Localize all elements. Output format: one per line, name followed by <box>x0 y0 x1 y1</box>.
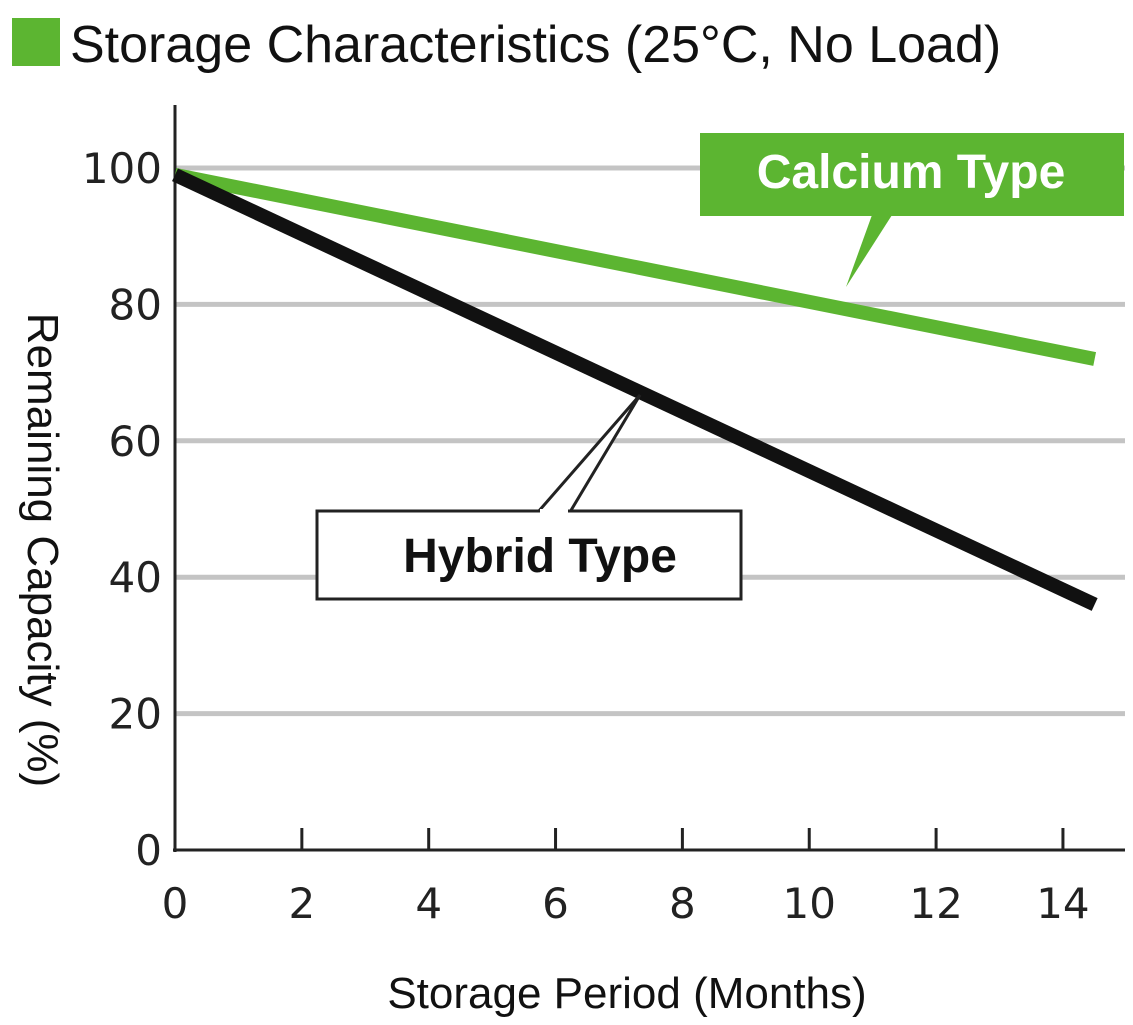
series-line-hybrid-type <box>172 168 1098 611</box>
x-tick-label-8: 8 <box>669 879 696 928</box>
hybrid-callout-label: Hybrid Type <box>403 530 677 583</box>
series-line-calcium-type <box>173 167 1097 366</box>
chart-title: Storage Characteristics (25°C, No Load) <box>70 16 1001 74</box>
y-tick-label-60: 60 <box>109 417 162 466</box>
tick-labels: 0 2 4 6 8 10 12 14 0 20 40 60 80 100 <box>82 144 1090 928</box>
hybrid-callout: Hybrid Type <box>315 394 743 601</box>
y-tick-label-20: 20 <box>109 690 162 739</box>
calcium-callout-label: Calcium Type <box>757 146 1066 199</box>
x-tick-label-2: 2 <box>288 879 315 928</box>
x-tick-label-4: 4 <box>415 879 442 928</box>
y-tick-label-0: 0 <box>135 826 162 875</box>
hybrid-callout-pointer <box>534 394 642 514</box>
y-tick-label-80: 80 <box>109 280 162 329</box>
x-tick-label-6: 6 <box>542 879 569 928</box>
y-axis-label: Remaining Capacity (%) <box>18 313 67 787</box>
y-tick-label-100: 100 <box>82 144 162 193</box>
calcium-callout-box <box>700 133 1124 216</box>
calcium-callout: Calcium Type <box>700 133 1124 287</box>
x-tick-label-12: 12 <box>909 879 962 928</box>
grid-lines <box>175 165 1125 717</box>
hybrid-callout-box <box>315 509 743 601</box>
x-tick-label-0: 0 <box>162 879 189 928</box>
title-marker <box>12 18 60 66</box>
series-lines <box>172 167 1098 611</box>
y-tick-label-40: 40 <box>109 553 162 602</box>
x-axis-label: Storage Period (Months) <box>387 969 866 1018</box>
calcium-callout-pointer <box>846 215 892 287</box>
x-tick-label-10: 10 <box>783 879 836 928</box>
x-tick-label-14: 14 <box>1036 879 1089 928</box>
axes <box>173 105 1125 852</box>
